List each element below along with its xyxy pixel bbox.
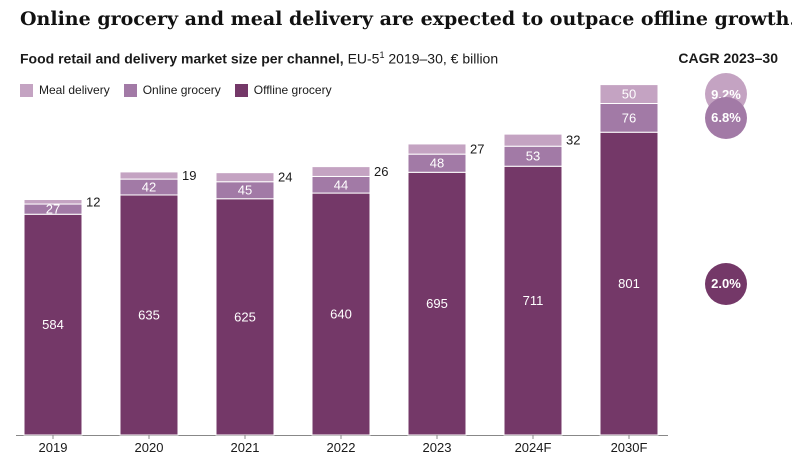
data-label-online-grocery-2021: 45 bbox=[238, 183, 252, 198]
bar-offline-grocery-2023 bbox=[407, 171, 467, 436]
bar-offline-grocery-2022 bbox=[311, 192, 371, 436]
x-tick-label-2030F: 2030F bbox=[611, 440, 648, 455]
subtitle-bold: Food retail and delivery market size per… bbox=[20, 50, 344, 67]
legend-item-offline-grocery: Offline grocery bbox=[234, 83, 332, 97]
data-label-meal-delivery-2024F: 32 bbox=[566, 133, 580, 148]
bar-offline-grocery-2030F bbox=[599, 131, 659, 436]
bar-offline-grocery-2020 bbox=[119, 194, 179, 436]
legend-swatch-online-grocery bbox=[123, 83, 137, 97]
data-label-online-grocery-2022: 44 bbox=[334, 177, 348, 192]
cagr-badge-offline-grocery: 2.0% bbox=[705, 262, 747, 305]
data-label-meal-delivery-2022: 26 bbox=[374, 164, 388, 179]
x-tick-label-2021: 2021 bbox=[231, 440, 260, 455]
data-label-offline-grocery-2020: 635 bbox=[138, 307, 160, 322]
data-label-meal-delivery-2023: 27 bbox=[470, 142, 484, 157]
bar-meal-delivery-2023 bbox=[407, 143, 467, 155]
data-label-offline-grocery-2024F: 711 bbox=[523, 293, 544, 308]
cagr-title: CAGR 2023–30 bbox=[678, 50, 778, 66]
bar-meal-delivery-2020 bbox=[119, 171, 179, 180]
cagr-badge-online-grocery: 6.8% bbox=[705, 96, 747, 139]
data-label-offline-grocery-2030F: 801 bbox=[618, 276, 640, 291]
data-label-offline-grocery-2019: 584 bbox=[42, 317, 64, 332]
subtitle-region: EU-5 bbox=[347, 50, 380, 67]
x-tick-label-2019: 2019 bbox=[39, 440, 68, 455]
bar-meal-delivery-2019 bbox=[23, 199, 83, 205]
bar-meal-delivery-2022 bbox=[311, 166, 371, 177]
data-label-offline-grocery-2023: 695 bbox=[426, 296, 448, 311]
legend-label-offline-grocery: Offline grocery bbox=[253, 83, 332, 97]
bar-online-grocery-2030F bbox=[599, 102, 659, 133]
data-label-meal-delivery-2030F: 50 bbox=[622, 87, 636, 102]
bar-meal-delivery-2030F bbox=[599, 84, 659, 104]
headline: Online grocery and meal delivery are exp… bbox=[20, 8, 792, 30]
bar-meal-delivery-2024F bbox=[503, 133, 563, 147]
bar-meal-delivery-2021 bbox=[215, 172, 275, 183]
bar-offline-grocery-2021 bbox=[215, 198, 275, 436]
subtitle-range: 2019–30, € billion bbox=[388, 50, 499, 67]
legend-item-meal-delivery: Meal delivery bbox=[20, 83, 110, 97]
legend-swatch-offline-grocery bbox=[234, 83, 248, 97]
data-label-online-grocery-2023: 48 bbox=[430, 156, 444, 171]
legend-swatch-meal-delivery bbox=[20, 83, 33, 97]
legend-item-online-grocery: Online grocery bbox=[123, 83, 221, 97]
bar-offline-grocery-2024F bbox=[503, 165, 563, 436]
data-label-online-grocery-2019: 27 bbox=[46, 202, 60, 217]
x-tick-label-2022: 2022 bbox=[327, 440, 356, 455]
data-label-meal-delivery-2019: 12 bbox=[86, 194, 100, 209]
bar-offline-grocery-2019 bbox=[23, 213, 83, 436]
data-label-online-grocery-2030F: 76 bbox=[622, 110, 636, 125]
data-label-online-grocery-2020: 42 bbox=[142, 180, 156, 195]
chart-subtitle: Food retail and delivery market size per… bbox=[20, 50, 498, 67]
data-label-meal-delivery-2021: 24 bbox=[278, 170, 292, 185]
x-tick-label-2020: 2020 bbox=[135, 440, 164, 455]
chart-legend: Meal delivery Online grocery Offline gro… bbox=[20, 83, 332, 97]
legend-label-meal-delivery: Meal delivery bbox=[39, 83, 110, 97]
data-label-online-grocery-2024F: 53 bbox=[526, 149, 540, 164]
data-label-offline-grocery-2021: 625 bbox=[234, 309, 256, 324]
data-label-meal-delivery-2020: 19 bbox=[182, 168, 196, 183]
footnote-marker: 1 bbox=[379, 50, 385, 60]
data-label-offline-grocery-2022: 640 bbox=[330, 307, 352, 322]
legend-label-online-grocery: Online grocery bbox=[142, 83, 221, 97]
x-tick-label-2023: 2023 bbox=[423, 440, 452, 455]
x-tick-label-2024F: 2024F bbox=[515, 440, 552, 455]
